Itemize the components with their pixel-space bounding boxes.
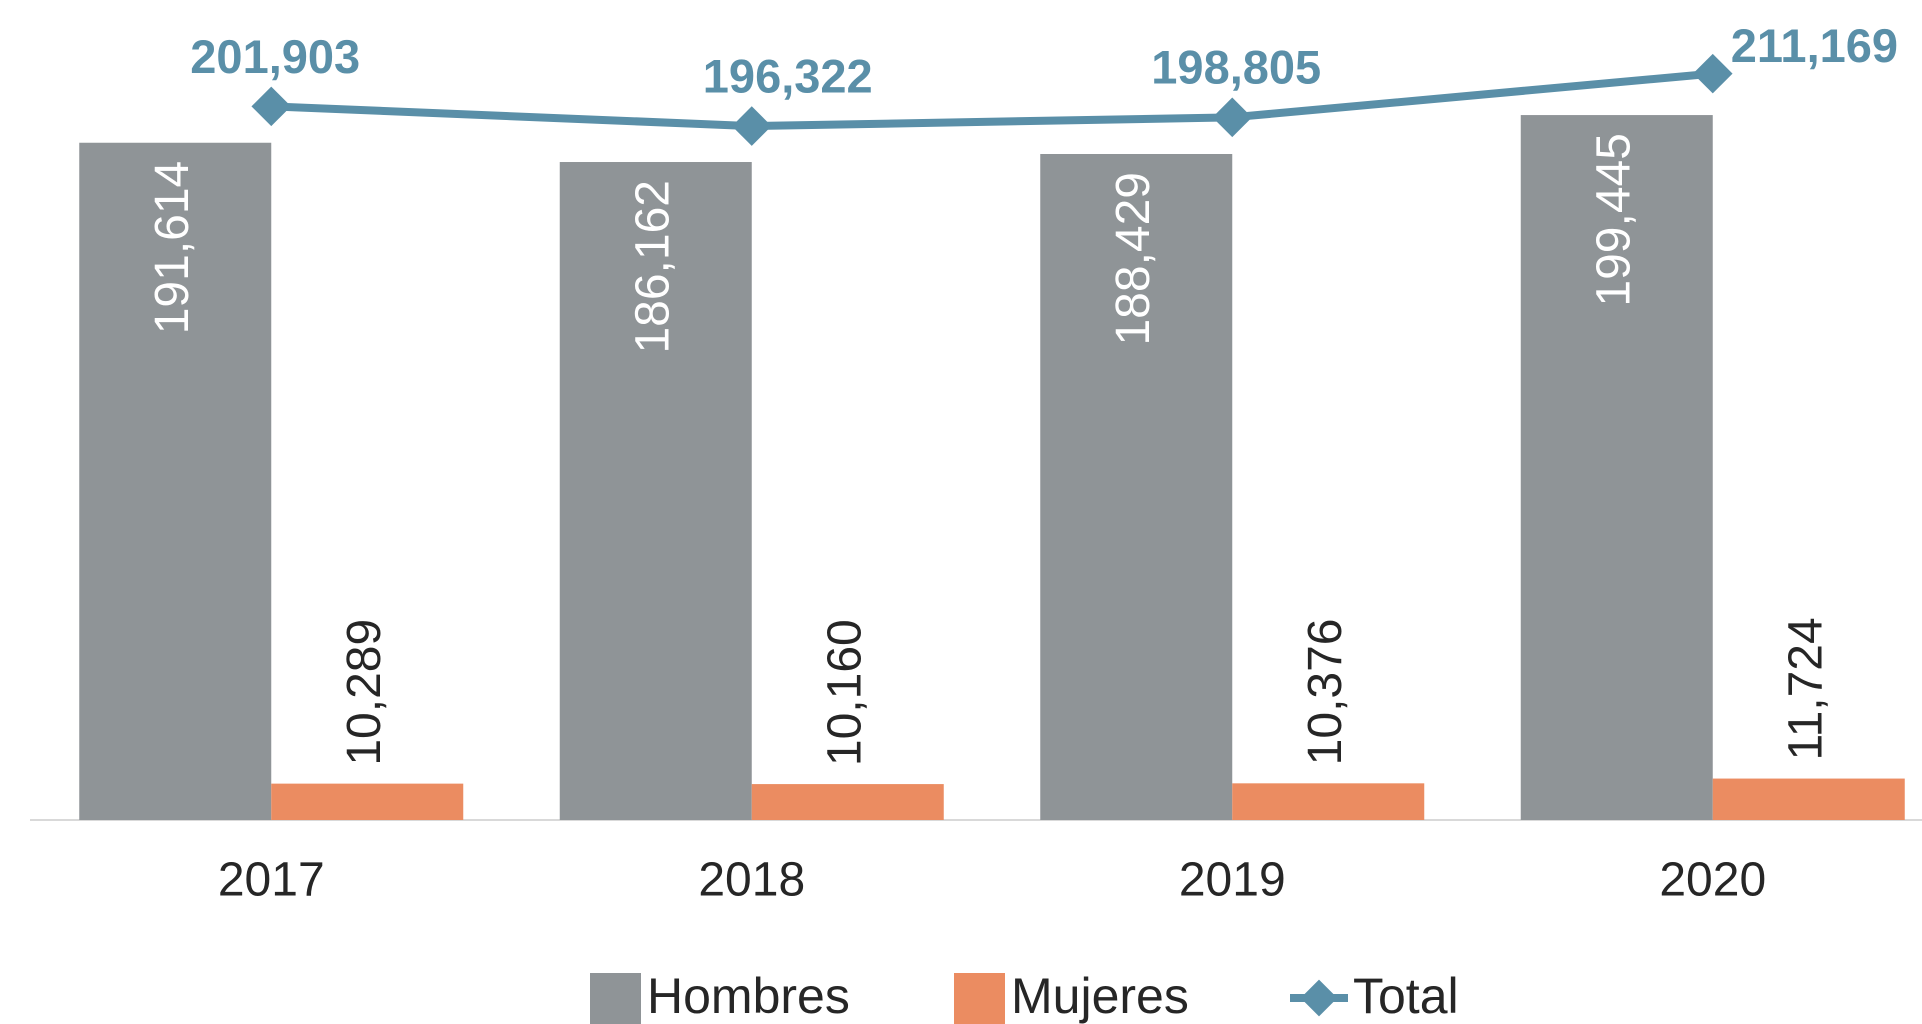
bar <box>1232 783 1425 820</box>
bar <box>1712 778 1905 820</box>
data-label: 188,429 <box>1107 172 1160 346</box>
legend-swatch <box>590 973 641 1024</box>
bar <box>79 142 272 820</box>
x-tick-label: 2017 <box>218 854 325 907</box>
x-tick-label: 2018 <box>698 854 805 907</box>
data-label: 198,805 <box>1151 41 1321 94</box>
line-marker <box>1212 97 1253 138</box>
line-marker <box>1692 53 1733 94</box>
data-label: 10,289 <box>338 619 391 766</box>
data-label: 10,376 <box>1299 619 1352 766</box>
data-label: 191,614 <box>146 161 199 335</box>
legend-swatch <box>954 973 1005 1024</box>
bar <box>559 162 752 821</box>
bar <box>751 784 944 820</box>
line-marker <box>251 86 292 127</box>
legend-label: Mujeres <box>1011 968 1189 1024</box>
legend-label: Hombres <box>647 968 850 1024</box>
bar <box>271 783 464 820</box>
data-label: 196,322 <box>703 50 873 103</box>
x-tick-label: 2020 <box>1659 854 1766 907</box>
legend-item: Hombres <box>590 968 850 1024</box>
bar <box>1520 115 1713 821</box>
data-label: 199,445 <box>1587 133 1640 307</box>
legend-item: Total <box>1290 968 1459 1024</box>
data-label: 211,169 <box>1731 19 1898 72</box>
line <box>271 69 1714 131</box>
legend: Hombres Mujeres Total <box>590 968 1459 1024</box>
line-marker <box>731 106 772 146</box>
legend-item: Mujeres <box>954 968 1189 1024</box>
data-label: 201,903 <box>190 30 360 83</box>
data-label: 186,162 <box>626 180 679 354</box>
bar <box>1040 154 1233 820</box>
legend-label: Total <box>1353 968 1459 1024</box>
x-tick-label: 2019 <box>1179 854 1286 907</box>
data-label: 10,160 <box>818 619 871 766</box>
legend-marker <box>1300 979 1338 1017</box>
data-label: 11,724 <box>1779 617 1832 760</box>
